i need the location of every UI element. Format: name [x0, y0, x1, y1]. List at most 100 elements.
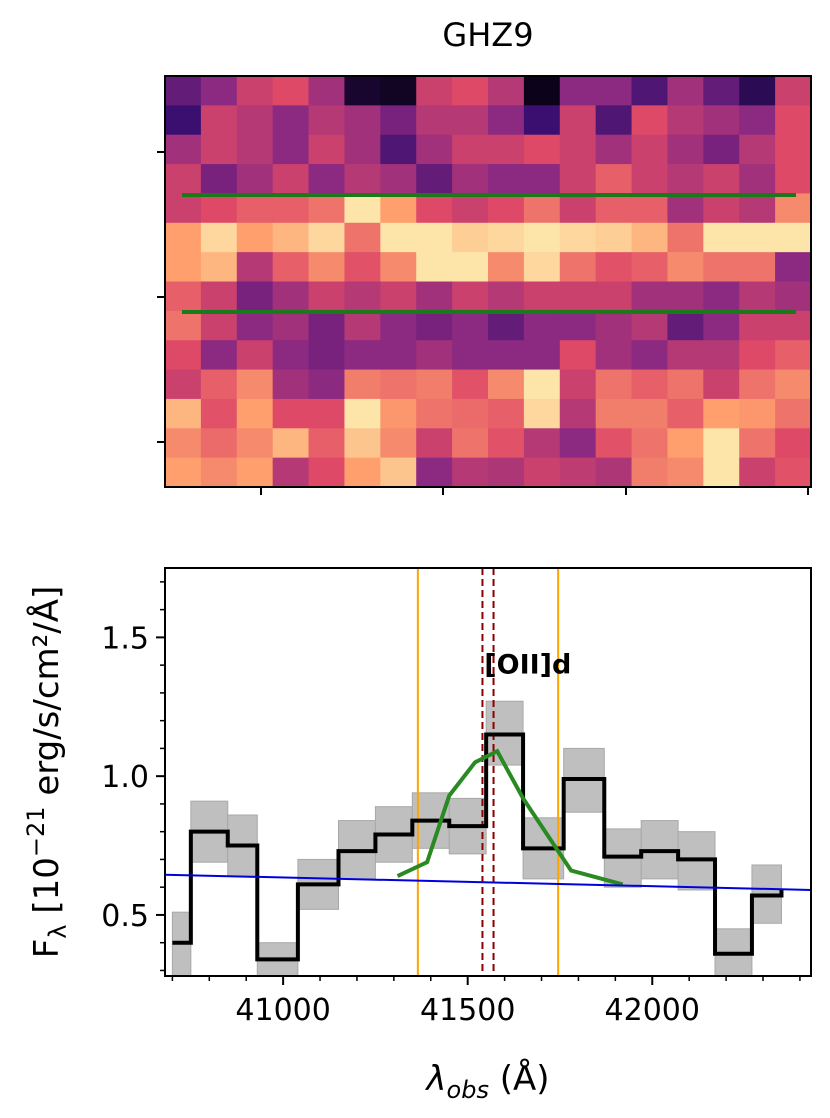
- heatmap-frame: [164, 75, 812, 488]
- heatmap-cell: [595, 76, 633, 106]
- heatmap-cell: [595, 457, 633, 488]
- heatmap-cell: [703, 193, 740, 224]
- heatmap-cell: [739, 398, 776, 429]
- heatmap-cell: [236, 193, 274, 224]
- heatmap-cell: [308, 281, 346, 312]
- heatmap-cell: [344, 105, 381, 136]
- heatmap-cell: [236, 76, 274, 106]
- heatmap-cell: [308, 134, 346, 165]
- heatmap-cell: [380, 252, 417, 283]
- x-axis-label: λobs (Å): [424, 1058, 549, 1104]
- heatmap-cell: [416, 252, 453, 283]
- heatmap-cell: [667, 369, 704, 400]
- heatmap-cell: [739, 193, 776, 224]
- heatmap-cell: [667, 398, 704, 429]
- heatmap-cell: [200, 369, 238, 400]
- heatmap-cell: [488, 252, 525, 283]
- heatmap-cell: [559, 164, 597, 195]
- heatmap-cell: [559, 193, 597, 224]
- heatmap-cell: [595, 105, 633, 136]
- heatmap-cell: [703, 76, 740, 106]
- heatmap-cell: [308, 340, 346, 371]
- heatmap-cell: [595, 222, 633, 253]
- heatmap-cell: [631, 310, 669, 341]
- heatmap-cell: [416, 398, 453, 429]
- heatmap-cell: [631, 252, 669, 283]
- heatmap-cell: [703, 369, 740, 400]
- heatmap-cell: [344, 193, 381, 224]
- heatmap-cell: [452, 398, 489, 429]
- heatmap-cell: [344, 164, 381, 195]
- heatmap-cell: [344, 310, 381, 341]
- heatmap-cell: [165, 369, 202, 400]
- heatmap-cell: [416, 369, 453, 400]
- heatmap-cell: [703, 105, 740, 136]
- heatmap-cell: [631, 105, 669, 136]
- heatmap-cell: [703, 164, 740, 195]
- heatmap-cell: [344, 457, 381, 488]
- error-bands: [171, 700, 782, 977]
- heatmap-cell: [272, 252, 310, 283]
- spectrum-2d-heatmap: [165, 76, 812, 488]
- y-label-bracket: [10: [27, 857, 67, 924]
- heatmap-cell: [775, 369, 812, 400]
- heatmap-cell: [165, 281, 202, 312]
- heatmap-cell: [380, 428, 417, 459]
- x-label-symbol: λ: [424, 1059, 446, 1099]
- heatmap-cell: [344, 340, 381, 371]
- heatmap-cell: [308, 252, 346, 283]
- heatmap-cell: [703, 134, 740, 165]
- heatmap-cell: [667, 76, 704, 106]
- heatmap-cell: [667, 457, 704, 488]
- heatmap-cell: [344, 134, 381, 165]
- heatmap-cell: [380, 281, 417, 312]
- heatmap-cell: [488, 428, 525, 459]
- heatmap-cell: [523, 105, 561, 136]
- heatmap-cell: [739, 164, 776, 195]
- heatmap-cell: [165, 252, 202, 283]
- heatmap-cell: [200, 222, 238, 253]
- heatmap-cell: [667, 281, 704, 312]
- heatmap-cell: [272, 281, 310, 312]
- heatmap-cell: [559, 76, 597, 106]
- heatmap-cell: [416, 428, 453, 459]
- heatmap-cell: [559, 222, 597, 253]
- heatmap-cell: [165, 428, 202, 459]
- heatmap-cell: [200, 164, 238, 195]
- heatmap-cell: [667, 164, 704, 195]
- y-label-symbol: F: [27, 939, 67, 959]
- heatmap-cell: [452, 457, 489, 488]
- heatmap-ticks: [157, 151, 809, 495]
- heatmap-cell: [775, 222, 812, 253]
- heatmap-cell: [595, 310, 633, 341]
- heatmap-cell: [380, 134, 417, 165]
- heatmap-cell: [272, 310, 310, 341]
- heatmap-cell: [488, 193, 525, 224]
- heatmap-cell: [165, 340, 202, 371]
- heatmap-cell: [416, 222, 453, 253]
- heatmap-cell: [200, 252, 238, 283]
- heatmap-cell: [775, 398, 812, 429]
- heatmap-cell: [667, 222, 704, 253]
- heatmap-cell: [523, 340, 561, 371]
- heatmap-cell: [775, 340, 812, 371]
- heatmap-cell: [523, 369, 561, 400]
- heatmap-cell: [165, 398, 202, 429]
- heatmap-cell: [523, 457, 561, 488]
- heatmap-cell: [380, 193, 417, 224]
- heatmap-cell: [559, 310, 597, 341]
- heatmap-cell: [703, 457, 740, 488]
- heatmap-cell: [739, 252, 776, 283]
- heatmap-cell: [416, 281, 453, 312]
- heatmap-cell: [631, 222, 669, 253]
- heatmap-cell: [344, 369, 381, 400]
- heatmap-cell: [667, 310, 704, 341]
- heatmap-cell: [165, 134, 202, 165]
- heatmap-cell: [344, 222, 381, 253]
- heatmap-cell: [559, 398, 597, 429]
- heatmap-cell: [452, 134, 489, 165]
- heatmap-cell: [523, 134, 561, 165]
- heatmap-cell: [595, 281, 633, 312]
- heatmap-cell: [236, 281, 274, 312]
